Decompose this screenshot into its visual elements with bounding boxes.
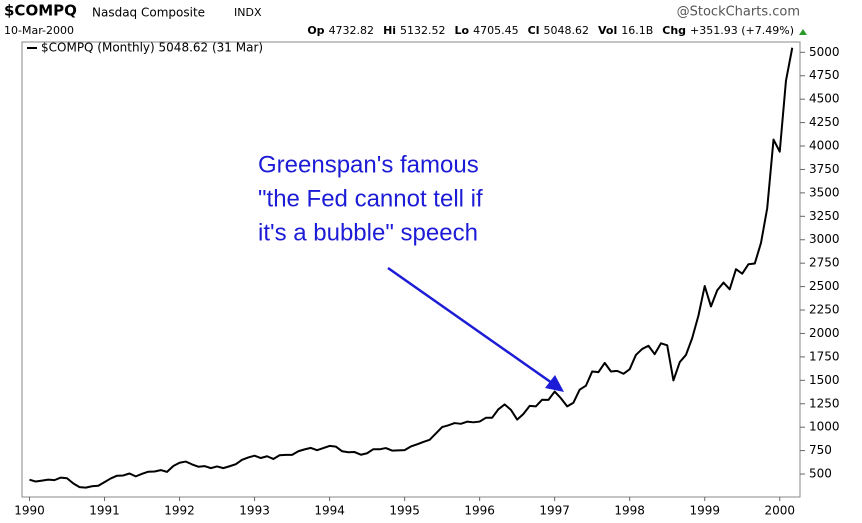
y-tick-label: 3500 [809,185,840,199]
index-name: Nasdaq Composite [92,6,205,20]
x-tick-label: 1995 [389,504,420,518]
y-tick-label: 500 [809,467,832,481]
x-tick-label: 1998 [614,504,645,518]
date: 10-Mar-2000 [4,24,74,37]
y-tick-label: 4500 [809,92,840,106]
price-line [29,47,794,489]
y-tick-label: 2500 [809,279,840,293]
exchange: INDX [234,6,262,19]
y-tick-label: 1500 [809,373,840,387]
y-tick-label: 1000 [809,420,840,434]
quote-label: Lo [455,24,470,37]
x-tick-label: 2000 [764,504,795,518]
source: @StockCharts.com [677,5,800,20]
y-tick-label: 1250 [809,396,840,410]
annotation: Greenspan's famous [258,151,479,178]
x-tick-label: 1993 [239,504,270,518]
y-tick-label: 2000 [809,326,840,340]
y-tick-label: 5000 [809,45,840,59]
quote-value: 4705.45 [473,24,519,37]
annotation: it's a bubble" speech [258,219,478,246]
y-tick-label: 3250 [809,209,840,223]
y-tick-label: 3750 [809,162,840,176]
plot-frame [21,41,801,498]
x-tick-label: 1994 [314,504,345,518]
x-tick-label: 1990 [14,504,45,518]
quote-label: Vol [598,24,617,37]
y-tick-label: 4750 [809,68,840,82]
arrow-head [545,375,564,392]
legend-label: $COMPQ (Monthly) 5048.62 (31 Mar) [41,41,263,55]
y-tick-label: 750 [809,443,832,457]
x-tick-label: 1996 [464,504,495,518]
x-tick-label: 1997 [539,504,570,518]
quote-label: Chg [662,24,686,37]
x-tick-label: 1991 [89,504,120,518]
annotation: "the Fed cannot tell if [258,185,483,212]
x-tick-label: 1999 [689,504,720,518]
y-tick-label: 4250 [809,115,840,129]
annotation-arrow [387,266,553,385]
y-tick-label: 2750 [809,256,840,270]
up-indicator [799,29,807,35]
y-tick-label: 3000 [809,232,840,246]
y-tick-label: 2250 [809,303,840,317]
y-tick-label: 1750 [809,349,840,363]
quote-value: 4732.82 [329,24,375,37]
quote-value: 16.1B [621,24,653,37]
quote-value: 5132.52 [400,24,446,37]
quote-value: +351.93 (+7.49%) [690,24,794,37]
quote-label: Op [307,24,324,37]
quote-label: Cl [528,24,540,37]
quote-value: 5048.62 [543,24,589,37]
quote-label: Hi [383,24,396,37]
x-tick-label: 1992 [164,504,195,518]
symbol: $COMPQ [4,2,77,20]
y-tick-label: 4000 [809,139,840,153]
